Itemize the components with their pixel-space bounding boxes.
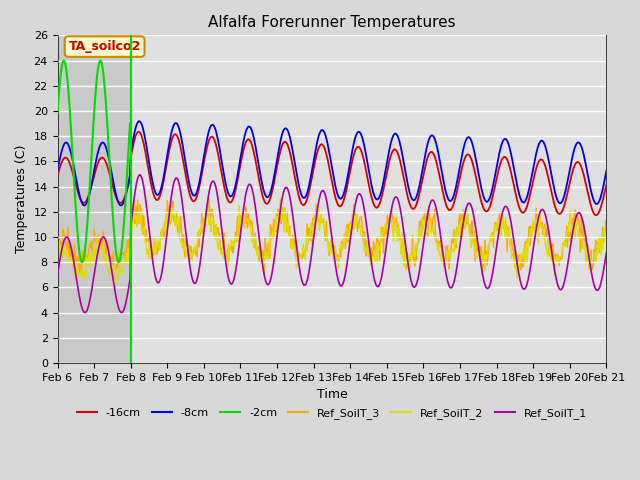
Legend: -16cm, -8cm, -2cm, Ref_SoilT_3, Ref_SoilT_2, Ref_SoilT_1: -16cm, -8cm, -2cm, Ref_SoilT_3, Ref_Soil… — [72, 403, 591, 423]
Y-axis label: Temperatures (C): Temperatures (C) — [15, 145, 28, 253]
Text: TA_soilco2: TA_soilco2 — [68, 40, 141, 53]
X-axis label: Time: Time — [317, 388, 348, 401]
Title: Alfalfa Forerunner Temperatures: Alfalfa Forerunner Temperatures — [208, 15, 456, 30]
Bar — [58, 36, 131, 363]
